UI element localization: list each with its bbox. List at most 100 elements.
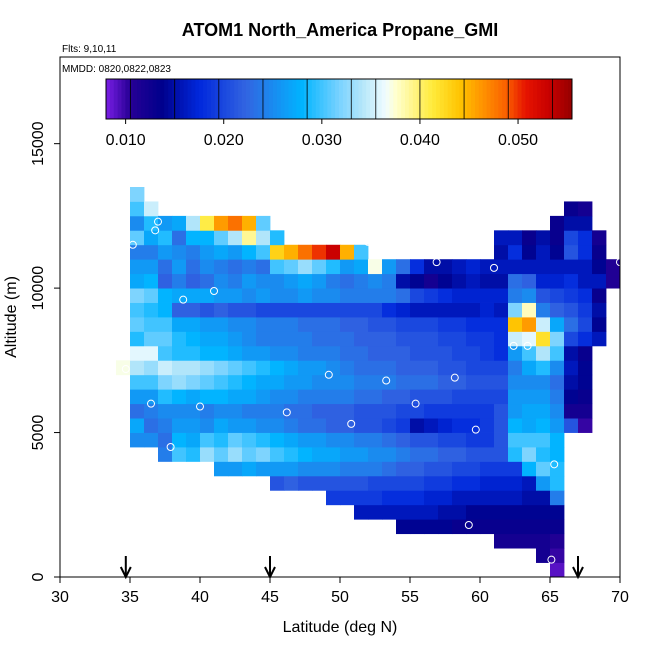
heatmap-cell — [508, 447, 523, 462]
heatmap-cell — [368, 302, 383, 318]
heatmap-cell — [578, 360, 593, 376]
flight-point — [154, 217, 162, 226]
colorbar-segment — [335, 79, 340, 119]
flight-point — [547, 555, 556, 564]
heatmap-cell — [564, 273, 579, 289]
heatmap-cell — [480, 490, 495, 506]
heatmap-cell — [438, 504, 453, 520]
heatmap-cell — [214, 317, 229, 332]
heatmap-cell — [480, 345, 495, 361]
heatmap-cell — [242, 418, 257, 433]
flights-annotation: Flts: 9,10,11 — [62, 44, 117, 55]
heatmap-cell — [494, 461, 509, 477]
heatmap-cell — [228, 432, 243, 448]
heatmap-cell — [396, 504, 411, 520]
heatmap-cell — [312, 461, 327, 477]
colorbar-segment — [377, 79, 383, 119]
heatmap-cell — [242, 389, 257, 405]
colorbar-segment — [548, 79, 554, 119]
heatmap-cell — [494, 302, 509, 318]
heatmap-cell — [550, 389, 565, 405]
heatmap-cell — [382, 447, 397, 462]
heatmap-cell — [536, 432, 551, 448]
heatmap-cell — [228, 360, 243, 376]
heatmap-cell — [200, 302, 215, 318]
heatmap-cell — [242, 447, 257, 462]
heatmap-cell — [270, 259, 285, 275]
heatmap-cell — [508, 519, 523, 535]
heatmap-cell — [438, 403, 453, 419]
heatmap-cell — [298, 403, 313, 419]
heatmap-cell — [508, 360, 523, 376]
heatmap-cell — [284, 317, 299, 332]
heatmap-cell — [242, 403, 257, 419]
heatmap-cell — [158, 215, 173, 231]
heatmap-cell — [508, 432, 523, 448]
heatmap-cell — [368, 418, 383, 433]
heatmap-cell — [592, 244, 607, 260]
heatmap-cell — [494, 418, 509, 433]
heatmap-cell — [466, 475, 481, 491]
heatmap-cell — [578, 215, 593, 231]
heatmap-cell — [354, 432, 369, 448]
heatmap-cell — [242, 461, 257, 477]
heatmap-cell — [452, 331, 467, 347]
heatmap-cell — [214, 461, 229, 477]
heatmap-cell — [284, 447, 299, 462]
heatmap-cell — [298, 360, 313, 376]
heatmap-cell — [494, 374, 509, 390]
heatmap-cell — [508, 403, 523, 419]
colorbar-segment — [362, 79, 367, 119]
colorbar-segment — [183, 79, 189, 119]
heatmap-cell — [284, 461, 299, 477]
heatmap-cell — [368, 461, 383, 477]
heatmap-cell — [144, 403, 159, 419]
colorbar-tick-label: 0.040 — [400, 132, 440, 149]
heatmap-cell — [172, 215, 187, 231]
heatmap-cell — [578, 403, 593, 419]
heatmap-cell — [466, 360, 481, 376]
heatmap-cell — [606, 259, 621, 275]
heatmap-cell — [158, 403, 173, 419]
flight-point — [179, 295, 188, 304]
heatmap-cell — [144, 244, 159, 260]
heatmap-cell — [116, 360, 131, 376]
heatmap-cell — [410, 331, 425, 347]
heatmap-cell — [424, 259, 439, 275]
heatmap-cell — [466, 519, 481, 535]
heatmap-cell — [396, 461, 411, 477]
colorbar-segment — [533, 79, 538, 119]
colorbar-segment — [292, 79, 297, 119]
heatmap-cell — [284, 432, 299, 448]
colorbar-segment — [234, 79, 239, 119]
heatmap-cell — [326, 288, 341, 303]
colorbar-segment — [568, 79, 573, 119]
heatmap-cell — [578, 259, 593, 275]
heatmap-cell — [228, 447, 243, 462]
heatmap-cell — [340, 273, 355, 289]
heatmap-cell — [466, 288, 481, 303]
heatmap-cell — [326, 273, 341, 289]
heatmap-cell — [130, 288, 145, 303]
heatmap-cell — [536, 288, 551, 303]
heatmap-cell — [494, 504, 509, 520]
x-tick-label: 50 — [331, 589, 349, 606]
y-tick-label: 15000 — [30, 121, 47, 166]
heatmap-cell — [256, 215, 271, 231]
heatmap-cell — [270, 432, 285, 448]
heatmap-cell — [452, 374, 467, 390]
heatmap-cell — [172, 317, 187, 332]
heatmap-cell — [424, 418, 439, 433]
colorbar-segment — [498, 79, 503, 119]
heatmap-cell — [130, 418, 145, 433]
flight-point — [450, 373, 459, 382]
colorbar-segment — [257, 79, 262, 119]
heatmap-cell — [452, 447, 467, 462]
heatmap-cell — [480, 447, 495, 462]
heatmap-cell — [326, 447, 341, 462]
heatmap-cell — [536, 504, 551, 520]
heatmap-cell — [158, 432, 173, 448]
heatmap-cell — [144, 331, 159, 347]
heatmap-cell — [424, 490, 439, 506]
heatmap-cell — [508, 475, 523, 491]
